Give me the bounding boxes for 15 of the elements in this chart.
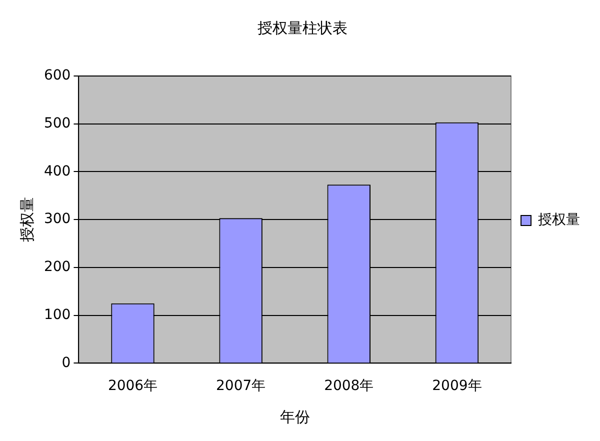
y-tick-label: 400: [44, 163, 71, 180]
chart-title: 授权量柱状表: [258, 18, 348, 37]
x-tick-label: 2007年: [216, 378, 266, 394]
x-tick-label: 2006年: [108, 378, 158, 394]
x-tick-label: 2008年: [324, 378, 374, 394]
x-axis-title: 年份: [280, 408, 310, 426]
y-axis-title: 授权量: [18, 197, 36, 242]
y-tick-label: 100: [44, 306, 71, 323]
x-tick-label: 2009年: [432, 378, 482, 394]
y-tick-label: 0: [62, 354, 71, 371]
y-tick-label: 300: [44, 211, 71, 228]
y-tick-label: 200: [44, 259, 71, 276]
y-tick-label: 500: [44, 116, 71, 132]
legend-label: 授权量: [538, 212, 580, 228]
y-tick-label: 600: [44, 68, 71, 84]
